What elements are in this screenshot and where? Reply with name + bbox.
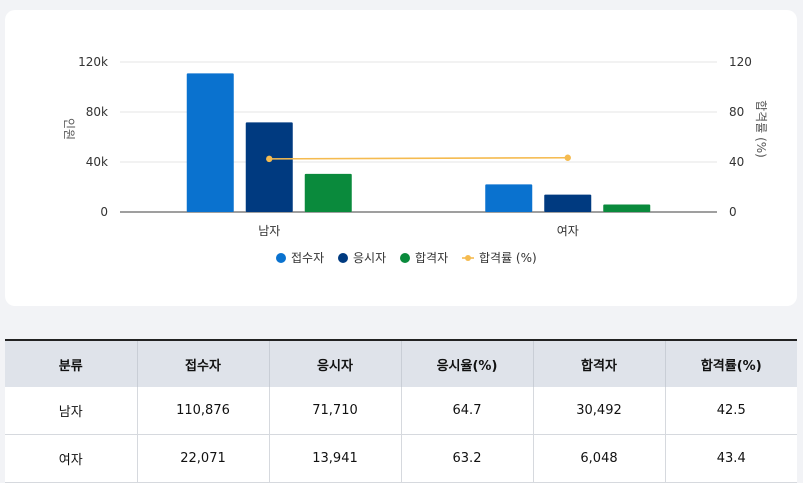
data-table: 분류 접수자 응시자 응시율(%) 합격자 합격률(%) 남자 110,876 …: [5, 339, 797, 483]
y-tick-label: 40k: [86, 155, 108, 169]
y-axis-title: 인원: [62, 118, 76, 140]
table-cell: 42.5: [665, 387, 797, 435]
table-cell: 110,876: [137, 387, 270, 435]
data-table-container: 분류 접수자 응시자 응시율(%) 합격자 합격률(%) 남자 110,876 …: [5, 339, 797, 483]
y2-tick-label: 120: [729, 55, 752, 69]
pass-rate-line: [269, 156, 568, 160]
table-cell: 남자: [5, 387, 138, 435]
table-cell: 여자: [5, 434, 138, 483]
pass-rate-point-1: [564, 154, 571, 161]
header-pass-rate: 합격률(%): [665, 339, 797, 387]
category-label: 남자: [258, 224, 280, 238]
table-cell: 43.4: [665, 434, 797, 483]
bar-1-1: [544, 194, 592, 212]
table-cell: 63.2: [401, 434, 534, 483]
legend-marker: [338, 253, 348, 263]
legend-marker: [465, 255, 471, 261]
table-row: 여자 22,071 13,941 63.2 6,048 43.4: [5, 434, 797, 483]
y2-tick-label: 80: [729, 105, 744, 119]
table-cell: 6,048: [533, 434, 666, 483]
table-header-row: 분류 접수자 응시자 응시율(%) 합격자 합격률(%): [5, 339, 797, 387]
bar-1-0: [485, 184, 533, 212]
table-cell: 71,710: [269, 387, 402, 435]
table-cell: 64.7: [401, 387, 534, 435]
y2-axis-title: 합격률 (%): [754, 100, 768, 158]
table-row: 남자 110,876 71,710 64.7 30,492 42.5: [5, 387, 797, 435]
header-passers: 합격자: [533, 339, 666, 387]
header-examinees: 응시자: [269, 339, 402, 387]
bar-0-0: [186, 73, 234, 212]
header-category: 분류: [5, 339, 138, 387]
legend-label: 합격자: [415, 251, 448, 265]
table-cell: 30,492: [533, 387, 666, 435]
bar-0-2: [304, 173, 352, 212]
chart-card: 0 40k 80k 120k 0 40 80 120 인원 합격률 (%) 남자 여자 접수자 응시자 합격…: [5, 10, 797, 306]
table-cell: 13,941: [269, 434, 402, 483]
bar-0-1: [245, 122, 293, 212]
legend-label: 접수자: [291, 251, 324, 265]
y2-tick-label: 40: [729, 155, 744, 169]
bar-1-2: [603, 204, 651, 212]
pass-rate-point-0: [266, 155, 273, 163]
legend-marker: [276, 253, 286, 263]
y-tick-label: 80k: [86, 105, 108, 119]
y-tick-label: 0: [100, 205, 108, 219]
legend-label: 합격률 (%): [479, 251, 537, 265]
legend-marker: [400, 253, 410, 263]
y2-tick-label: 0: [729, 205, 737, 219]
header-applicants: 접수자: [137, 339, 270, 387]
table-cell: 22,071: [137, 434, 270, 483]
y-tick-label: 120k: [78, 55, 108, 69]
category-label: 여자: [557, 224, 579, 238]
legend-label: 응시자: [353, 251, 386, 265]
header-exam-rate: 응시율(%): [401, 339, 534, 387]
